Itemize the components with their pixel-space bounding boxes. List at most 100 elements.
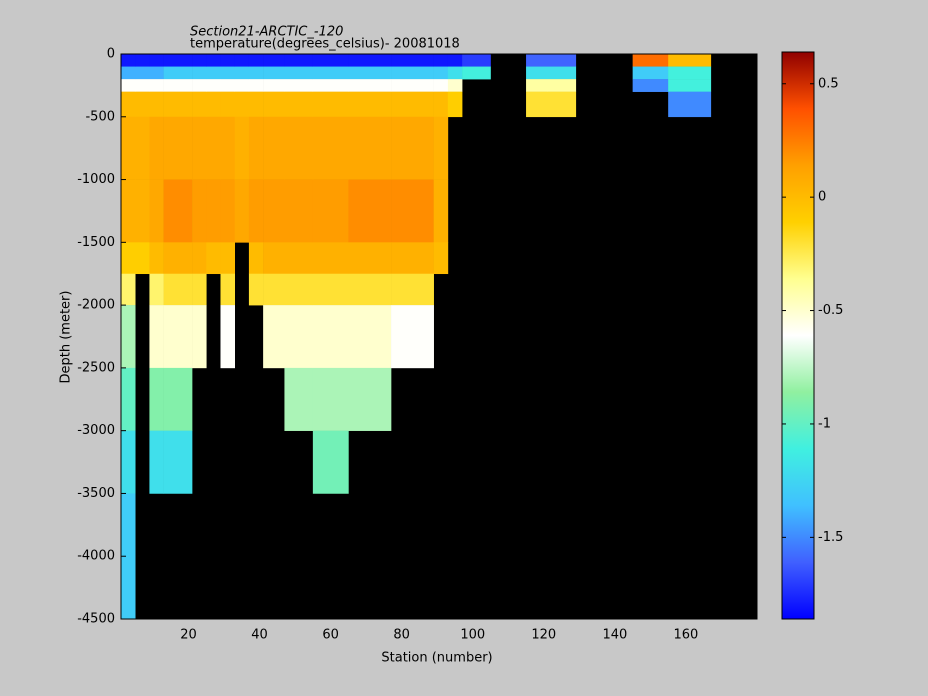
heat-cell	[163, 179, 193, 243]
y-tick-label: -3500	[77, 486, 115, 501]
heat-cell	[149, 367, 164, 431]
colorbar	[781, 51, 815, 620]
heat-cell	[263, 116, 285, 180]
y-tick-label: -2500	[77, 360, 115, 375]
heat-cell	[206, 79, 221, 92]
heat-cell	[220, 116, 235, 180]
heat-cell	[433, 54, 449, 67]
heat-cell	[312, 367, 349, 431]
heat-cell	[135, 79, 150, 92]
heat-cell	[248, 273, 264, 306]
heat-cell	[348, 91, 392, 118]
heat-cell	[135, 66, 150, 80]
heat-cell	[163, 116, 193, 180]
y-tick-label: 0	[107, 47, 115, 62]
heat-cell	[149, 179, 164, 243]
heat-cell	[121, 91, 136, 118]
heat-cell	[149, 273, 164, 306]
heat-cell	[433, 91, 449, 118]
heat-cell	[163, 242, 193, 275]
heat-cell	[348, 273, 392, 306]
heat-cell	[284, 116, 314, 180]
heat-cell	[547, 91, 577, 118]
heat-cell	[135, 54, 150, 67]
colorbar-tick-label: 0	[818, 190, 826, 205]
y-tick-label: -2000	[77, 298, 115, 313]
heat-cell	[284, 242, 314, 275]
heat-cell	[220, 305, 235, 369]
y-tick-label: -3000	[77, 423, 115, 438]
heat-cell	[312, 54, 349, 67]
heat-cell	[192, 79, 207, 92]
heat-cell	[248, 179, 264, 243]
heat-cell	[391, 273, 434, 306]
heat-cell	[348, 79, 392, 92]
chart-subtitle: temperature(degrees_celsius)- 20081018	[190, 37, 460, 52]
heat-cell	[284, 367, 314, 431]
heat-cell	[263, 305, 285, 369]
heat-cell	[263, 91, 285, 118]
heat-cell	[284, 273, 314, 306]
heat-cell	[348, 242, 392, 275]
heat-cell	[135, 91, 150, 118]
heat-cell	[668, 54, 712, 67]
heat-cell	[526, 91, 548, 118]
colorbar-tick-label: -0.5	[818, 303, 843, 318]
heat-cell	[433, 179, 449, 243]
heat-cell	[163, 66, 193, 80]
heat-cell	[234, 54, 250, 67]
heat-cell	[348, 305, 392, 369]
heat-cell	[248, 242, 264, 275]
heat-cell	[391, 305, 434, 369]
heat-cell	[391, 179, 434, 243]
heat-cell	[248, 116, 264, 180]
heat-cell	[284, 79, 314, 92]
heat-cell	[149, 305, 164, 369]
colorbar-tick-label: -1.5	[818, 530, 843, 545]
heat-cell	[192, 116, 207, 180]
x-tick-label: 20	[180, 628, 197, 643]
heat-cell	[284, 66, 314, 80]
heat-cell	[121, 493, 136, 557]
heat-cell	[121, 79, 136, 92]
heat-cell	[149, 54, 164, 67]
heat-cell	[220, 91, 235, 118]
heat-cell	[263, 54, 285, 67]
heat-cell	[462, 54, 491, 67]
y-tick-label: -1500	[77, 235, 115, 250]
heat-cell	[284, 54, 314, 67]
heat-cell	[462, 66, 491, 80]
heat-cell	[447, 91, 463, 118]
heat-cell	[220, 66, 235, 80]
heat-cell	[447, 79, 463, 92]
heat-cell	[632, 54, 669, 67]
heat-cell	[149, 66, 164, 80]
heat-cell	[192, 91, 207, 118]
heat-cell	[149, 116, 164, 180]
heat-cell	[206, 91, 221, 118]
y-axis-label: Depth (meter)	[59, 291, 74, 384]
heat-cell	[391, 54, 434, 67]
heat-cell	[547, 79, 577, 92]
heat-cell	[263, 273, 285, 306]
heat-cell	[263, 79, 285, 92]
heat-cell	[248, 54, 264, 67]
heat-cell	[163, 305, 193, 369]
y-tick-label: -1000	[77, 172, 115, 187]
x-tick-label: 40	[251, 628, 268, 643]
heat-cell	[348, 66, 392, 80]
heat-cell	[121, 66, 136, 80]
heat-cell	[121, 242, 136, 275]
heat-cell	[391, 91, 434, 118]
heat-cell	[447, 66, 463, 80]
heat-cell	[284, 179, 314, 243]
heat-cell	[121, 179, 136, 243]
heat-cell	[348, 54, 392, 67]
heat-cell	[632, 79, 669, 92]
heat-cell	[234, 179, 250, 243]
y-tick-label: -4500	[77, 612, 115, 627]
heat-cell	[312, 305, 349, 369]
heat-cell	[206, 242, 221, 275]
x-tick-label: 60	[322, 628, 339, 643]
